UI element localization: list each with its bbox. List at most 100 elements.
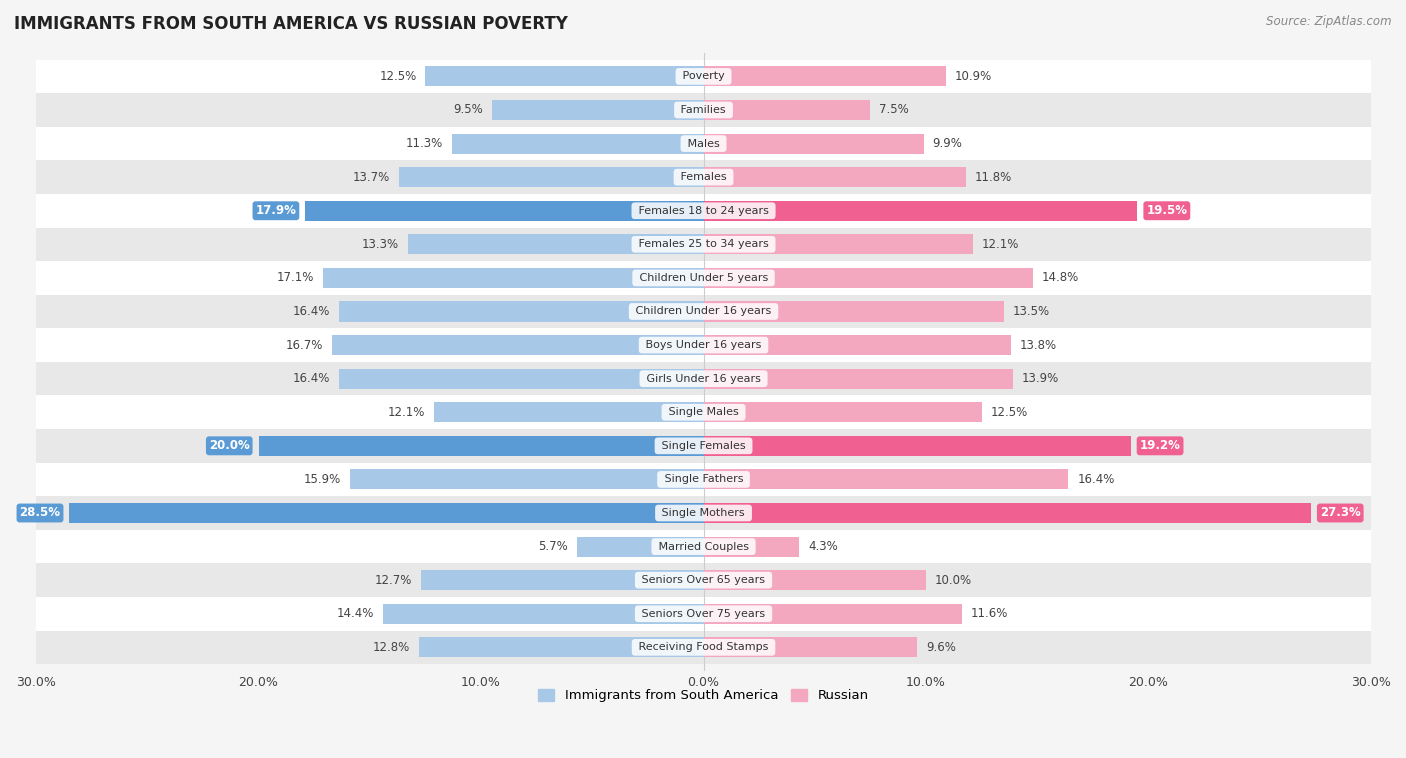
Bar [434,402,703,422]
Bar [703,402,981,422]
Text: Females: Females [676,172,730,182]
Bar [703,268,1033,288]
Bar [703,469,1069,490]
Bar [576,537,703,556]
Text: 15.9%: 15.9% [304,473,340,486]
Text: 20.0%: 20.0% [209,440,250,453]
Bar [305,201,703,221]
Bar [37,194,1371,227]
Text: 16.4%: 16.4% [1077,473,1115,486]
Bar [420,570,703,590]
Bar [703,133,924,154]
Text: Seniors Over 65 years: Seniors Over 65 years [638,575,769,585]
Text: 7.5%: 7.5% [879,104,910,117]
Text: Single Fathers: Single Fathers [661,475,747,484]
Text: 5.7%: 5.7% [538,540,568,553]
Bar [419,637,703,657]
Text: 4.3%: 4.3% [808,540,838,553]
Text: 27.3%: 27.3% [1320,506,1361,519]
Text: 12.8%: 12.8% [373,641,409,654]
Bar [37,396,1371,429]
Text: Single Mothers: Single Mothers [658,508,748,518]
Text: Married Couples: Married Couples [655,541,752,552]
Text: Families: Families [678,105,730,115]
Legend: Immigrants from South America, Russian: Immigrants from South America, Russian [533,684,875,707]
Text: Poverty: Poverty [679,71,728,81]
Bar [339,368,703,389]
Text: 17.1%: 17.1% [277,271,314,284]
Text: Girls Under 16 years: Girls Under 16 years [643,374,765,384]
Bar [37,161,1371,194]
Text: 12.7%: 12.7% [374,574,412,587]
Text: IMMIGRANTS FROM SOUTH AMERICA VS RUSSIAN POVERTY: IMMIGRANTS FROM SOUTH AMERICA VS RUSSIAN… [14,15,568,33]
Bar [703,302,1004,321]
Bar [37,597,1371,631]
Text: 13.5%: 13.5% [1012,305,1050,318]
Bar [37,127,1371,161]
Text: 12.1%: 12.1% [388,406,426,418]
Bar [259,436,703,456]
Text: Children Under 16 years: Children Under 16 years [633,306,775,317]
Bar [37,429,1371,462]
Text: 19.5%: 19.5% [1146,204,1187,218]
Text: Receiving Food Stamps: Receiving Food Stamps [636,642,772,653]
Text: 9.5%: 9.5% [454,104,484,117]
Text: 14.4%: 14.4% [337,607,374,620]
Text: Females 18 to 24 years: Females 18 to 24 years [636,205,772,216]
Text: Males: Males [683,139,723,149]
Text: 12.5%: 12.5% [380,70,416,83]
Bar [426,67,703,86]
Text: Children Under 5 years: Children Under 5 years [636,273,772,283]
Text: 9.6%: 9.6% [927,641,956,654]
Text: Single Males: Single Males [665,407,742,417]
Text: Boys Under 16 years: Boys Under 16 years [643,340,765,350]
Bar [703,603,962,624]
Bar [703,67,946,86]
Text: 13.7%: 13.7% [353,171,389,183]
Bar [37,530,1371,563]
Bar [492,100,703,120]
Text: 12.1%: 12.1% [981,238,1019,251]
Text: Source: ZipAtlas.com: Source: ZipAtlas.com [1267,15,1392,28]
Bar [37,328,1371,362]
Text: 11.3%: 11.3% [406,137,443,150]
Bar [703,201,1137,221]
Text: 13.3%: 13.3% [361,238,399,251]
Bar [408,234,703,255]
Bar [37,295,1371,328]
Bar [703,436,1130,456]
Bar [332,335,703,356]
Bar [703,234,973,255]
Text: Seniors Over 75 years: Seniors Over 75 years [638,609,769,619]
Bar [703,503,1310,523]
Text: 16.7%: 16.7% [285,339,323,352]
Bar [703,637,917,657]
Bar [382,603,703,624]
Text: 10.0%: 10.0% [935,574,972,587]
Text: Single Females: Single Females [658,441,749,451]
Text: 11.6%: 11.6% [970,607,1008,620]
Bar [69,503,703,523]
Bar [37,227,1371,261]
Bar [37,60,1371,93]
Text: 17.9%: 17.9% [256,204,297,218]
Text: 10.9%: 10.9% [955,70,993,83]
Bar [453,133,703,154]
Bar [703,570,927,590]
Bar [703,335,1011,356]
Text: 9.9%: 9.9% [932,137,963,150]
Bar [37,362,1371,396]
Text: 19.2%: 19.2% [1140,440,1181,453]
Bar [37,496,1371,530]
Text: 13.8%: 13.8% [1019,339,1057,352]
Bar [703,167,966,187]
Bar [703,537,799,556]
Text: 13.9%: 13.9% [1022,372,1059,385]
Bar [37,563,1371,597]
Text: 16.4%: 16.4% [292,372,330,385]
Text: 16.4%: 16.4% [292,305,330,318]
Bar [37,631,1371,664]
Text: 11.8%: 11.8% [974,171,1012,183]
Bar [399,167,703,187]
Text: 28.5%: 28.5% [20,506,60,519]
